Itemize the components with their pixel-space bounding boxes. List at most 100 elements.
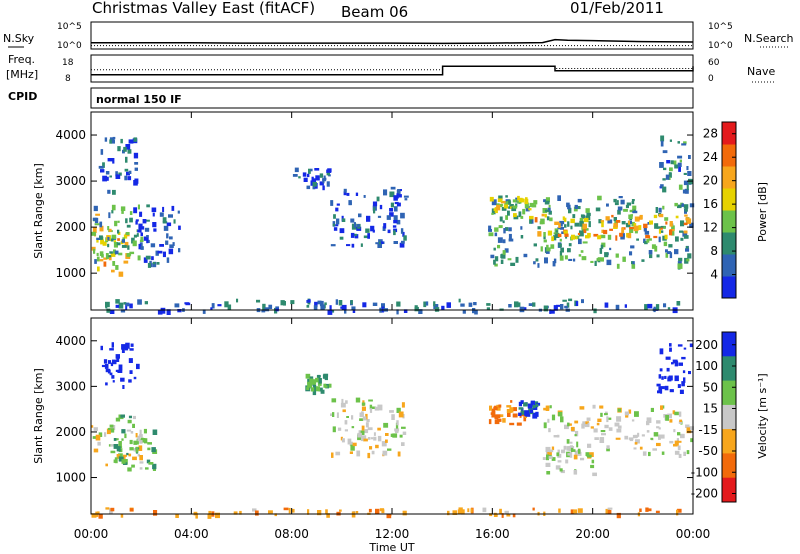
power-cell-684 — [581, 299, 584, 304]
power-cell-222 — [390, 186, 396, 190]
velocity-colorbar-swatch-2 — [722, 380, 736, 406]
velocity-cell-33 — [137, 435, 140, 442]
power-cell-723 — [433, 304, 439, 309]
power-cell-460 — [507, 258, 512, 261]
power-cell-91 — [109, 251, 113, 254]
power-cell-111 — [133, 180, 138, 186]
power-cell-340 — [617, 209, 621, 215]
power-cell-714 — [474, 310, 478, 315]
velocity-colorbar-tick-label-6: -100 — [691, 465, 718, 479]
velocity-cell-229 — [307, 381, 312, 388]
velocity-cell-404 — [560, 416, 564, 423]
velocity-heatmap-cells — [91, 342, 694, 519]
velocity-cell-7 — [92, 436, 98, 439]
power-cell-74 — [127, 245, 130, 250]
velocity-cell-578 — [658, 374, 662, 379]
power-cell-726 — [532, 302, 536, 307]
power-cell-611 — [627, 233, 632, 239]
noise-panel: N.Sky 10^5 10^0 10^5 10^0 N.Search — [3, 21, 794, 51]
power-cell-219 — [402, 231, 405, 237]
power-cell-178 — [143, 257, 148, 263]
velocity-cell-405 — [686, 427, 690, 433]
velocity-cell-167 — [369, 404, 373, 410]
power-cell-659 — [520, 215, 524, 219]
velocity-cell-519 — [239, 510, 242, 515]
power-cell-240 — [398, 194, 402, 198]
velocity-colorbar-label: Velocity [m s⁻¹] — [756, 373, 769, 458]
power-cell-288 — [292, 174, 298, 177]
power-cell-131 — [127, 176, 132, 181]
power-cell-709 — [115, 299, 120, 304]
velocity-cell-137 — [371, 450, 375, 455]
power-cell-227 — [376, 196, 380, 202]
power-cell-380 — [491, 199, 497, 206]
power-cell-58 — [93, 248, 96, 254]
velocity-cell-1 — [122, 456, 126, 461]
power-cell-191 — [138, 223, 143, 230]
velocity-cell-333 — [600, 430, 606, 433]
power-cell-29 — [99, 227, 104, 232]
power-cell-158 — [143, 236, 149, 241]
velocity-cell-479 — [458, 507, 463, 511]
velocity-cell-503 — [452, 510, 458, 515]
power-cell-117 — [125, 144, 131, 150]
velocity-cell-78 — [151, 447, 156, 453]
velocity-cell-572 — [671, 362, 674, 365]
velocity-cell-374 — [646, 417, 652, 423]
velocity-cell-115 — [107, 360, 112, 364]
power-cell-773 — [462, 310, 466, 314]
power-cell-105 — [109, 175, 112, 178]
power-cell-836 — [683, 172, 687, 175]
velocity-cell-509 — [493, 512, 497, 517]
power-cell-237 — [346, 192, 350, 196]
power-cell-139 — [152, 222, 157, 228]
velocity-cell-445 — [542, 457, 546, 460]
velocity-cell-257 — [491, 413, 496, 418]
velocity-cell-406 — [624, 435, 629, 440]
power-ytick-label-2: 3000 — [55, 174, 86, 188]
power-colorbar-swatch-4 — [722, 188, 736, 211]
power-cell-593 — [670, 229, 675, 232]
velocity-cell-414 — [690, 438, 694, 443]
velocity-cell-515 — [607, 509, 612, 514]
power-cell-336 — [567, 248, 571, 253]
power-cell-161 — [169, 244, 174, 248]
power-cell-780 — [236, 298, 239, 303]
velocity-cell-178 — [396, 420, 399, 426]
power-ytick-label-1: 2000 — [55, 220, 86, 234]
power-cell-656 — [499, 204, 503, 208]
velocity-cell-11 — [138, 445, 143, 451]
power-cell-296 — [311, 178, 316, 183]
power-cell-394 — [540, 246, 543, 252]
power-cell-500 — [578, 238, 582, 245]
x-tick-label-2: 08:00 — [274, 527, 309, 541]
power-cell-189 — [159, 212, 164, 217]
velocity-cell-69 — [146, 459, 151, 464]
power-cell-653 — [518, 197, 523, 203]
velocity-cell-21 — [116, 454, 120, 459]
power-cell-4 — [123, 260, 129, 264]
power-cell-82 — [110, 238, 114, 242]
power-cell-409 — [663, 241, 668, 247]
velocity-ytick-label-3: 4000 — [55, 334, 86, 348]
power-cell-826 — [677, 162, 682, 167]
power-cell-612 — [649, 220, 653, 225]
power-cell-254 — [396, 202, 401, 207]
velocity-colorbar-tick-label-4: -15 — [698, 423, 718, 437]
velocity-cell-28 — [129, 439, 133, 445]
velocity-cell-512 — [381, 509, 385, 514]
power-cell-160 — [145, 219, 150, 222]
power-cell-827 — [662, 186, 667, 193]
velocity-cell-52 — [139, 429, 142, 435]
power-cell-518 — [553, 258, 557, 264]
power-cell-339 — [558, 243, 562, 248]
power-cell-758 — [184, 302, 190, 305]
power-cell-558 — [524, 202, 529, 209]
velocity-cell-474 — [467, 508, 470, 513]
velocity-cell-499 — [91, 513, 97, 518]
power-cell-20 — [91, 246, 96, 251]
power-cell-603 — [619, 232, 623, 237]
power-cell-100 — [100, 149, 104, 155]
freq-left-tick-bottom: 8 — [65, 74, 71, 84]
velocity-cell-528 — [153, 510, 158, 516]
